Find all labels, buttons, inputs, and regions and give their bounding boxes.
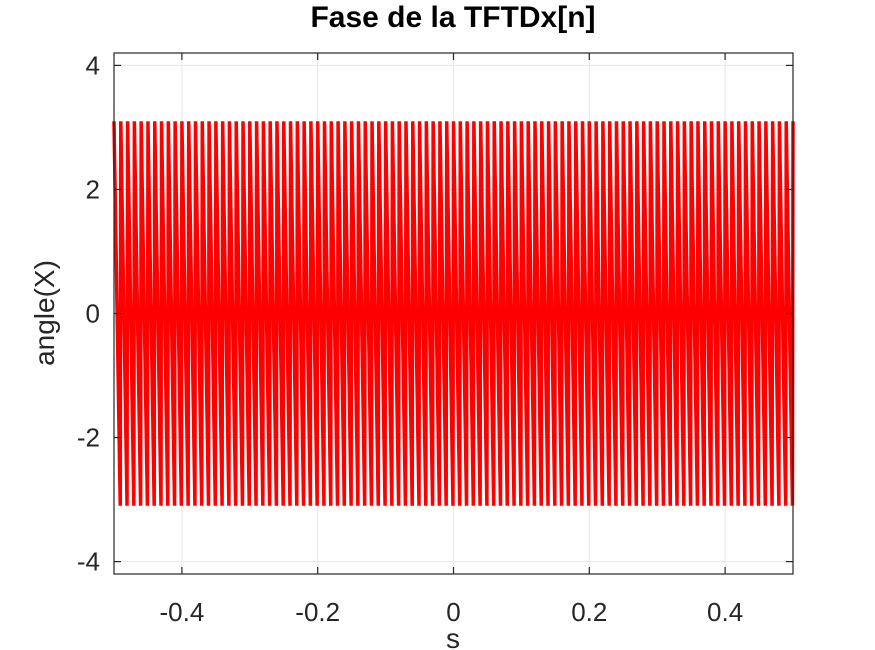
- y-tick-label: -4: [77, 547, 100, 577]
- y-tick-labels: -4 -2 0 2 4: [77, 50, 100, 576]
- x-tick-label: -0.2: [295, 597, 340, 627]
- x-tick-label: 0: [446, 597, 460, 627]
- x-axis-label: s: [446, 623, 460, 650]
- y-tick-label: 2: [86, 174, 100, 204]
- phase-series-line: [112, 121, 795, 506]
- y-tick-label: 0: [86, 299, 100, 329]
- ticks: [114, 53, 793, 574]
- y-axis-label: angle(X): [29, 260, 60, 366]
- chart-title: Fase de la TFTDx[n]: [310, 1, 595, 34]
- x-tick-label: 0.4: [707, 597, 743, 627]
- plot-area: [112, 121, 795, 506]
- y-tick-label: 4: [86, 50, 100, 80]
- x-tick-label: 0.2: [571, 597, 607, 627]
- y-tick-label: -2: [77, 423, 100, 453]
- x-tick-labels: -0.4 -0.2 0 0.2 0.4: [159, 597, 743, 627]
- x-tick-label: -0.4: [159, 597, 204, 627]
